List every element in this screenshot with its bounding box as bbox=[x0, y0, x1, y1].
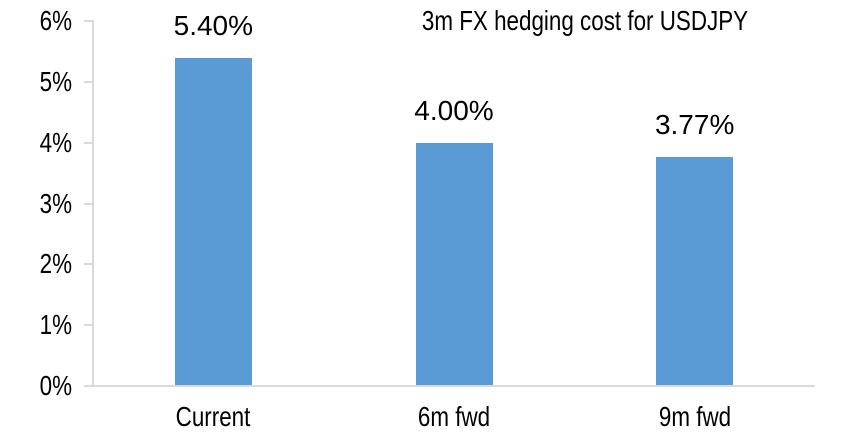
bar-6m-fwd bbox=[415, 142, 493, 386]
bar-current bbox=[174, 57, 252, 386]
y-tick-mark bbox=[84, 263, 93, 266]
chart-title: 3m FX hedging cost for USDJPY bbox=[421, 5, 749, 36]
y-tick-label-3-: 3% bbox=[39, 187, 72, 219]
y-tick-label-6-: 6% bbox=[39, 5, 72, 36]
bar-9m-fwd bbox=[656, 156, 734, 386]
category-label-6m-fwd: 6m fwd bbox=[417, 401, 491, 432]
data-label-current: 5.40% bbox=[173, 9, 254, 41]
y-tick-label-5-: 5% bbox=[39, 65, 72, 97]
y-tick-label-0-: 0% bbox=[39, 370, 72, 401]
y-tick-mark bbox=[84, 80, 93, 83]
y-tick-mark bbox=[84, 324, 93, 327]
y-tick-mark bbox=[84, 202, 93, 205]
y-tick-mark bbox=[84, 20, 93, 22]
data-label-9m-fwd: 3.77% bbox=[654, 108, 735, 140]
y-tick-mark bbox=[84, 141, 93, 144]
y-tick-label-2-: 2% bbox=[39, 248, 72, 280]
data-label-6m-fwd: 4.00% bbox=[414, 94, 494, 126]
y-tick-label-1-: 1% bbox=[39, 309, 72, 341]
category-label-9m-fwd: 9m fwd bbox=[658, 401, 731, 432]
y-tick-label-4-: 4% bbox=[39, 126, 72, 158]
x-axis-line bbox=[84, 385, 815, 387]
category-label-current: Current bbox=[175, 401, 251, 432]
y-axis-line bbox=[92, 20, 94, 387]
